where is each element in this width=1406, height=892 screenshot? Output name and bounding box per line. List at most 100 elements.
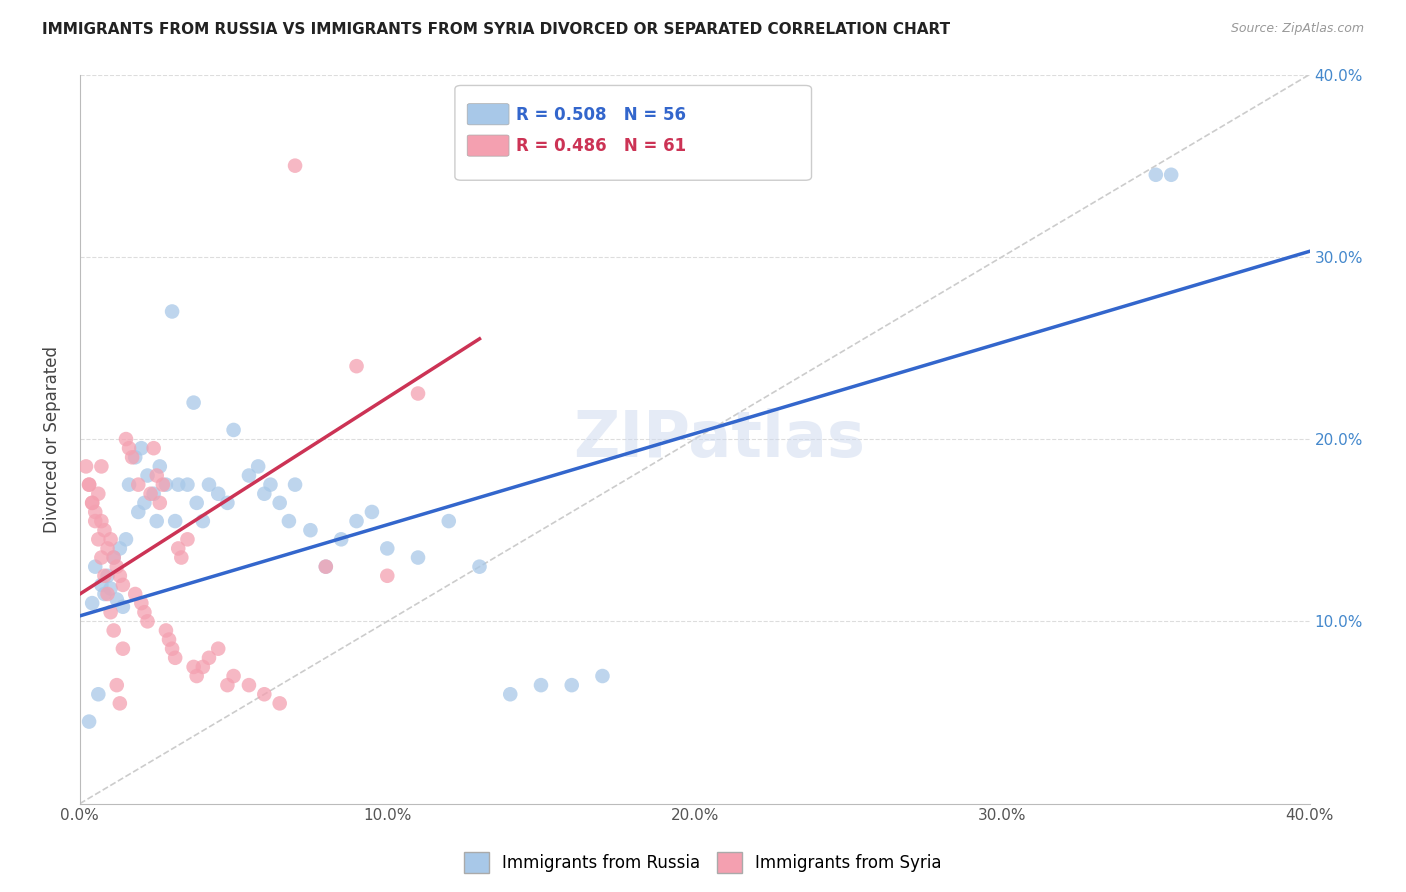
Point: [105, 592, 128, 607]
Point: [87, 487, 110, 501]
Point: [103, 624, 125, 638]
Point: [437, 514, 460, 528]
Point: [238, 678, 260, 692]
Point: [330, 533, 353, 547]
Point: [142, 487, 165, 501]
Point: [103, 550, 125, 565]
FancyBboxPatch shape: [467, 135, 509, 156]
Text: Source: ZipAtlas.com: Source: ZipAtlas.com: [1230, 22, 1364, 36]
Point: [167, 477, 190, 491]
Point: [96, 587, 118, 601]
Point: [247, 459, 270, 474]
Point: [375, 568, 398, 582]
Point: [90, 550, 112, 565]
Point: [406, 550, 429, 565]
Point: [96, 541, 118, 556]
Point: [134, 605, 156, 619]
Point: [136, 615, 159, 629]
Point: [75, 459, 97, 474]
Point: [105, 559, 128, 574]
Point: [217, 678, 239, 692]
Point: [183, 395, 205, 409]
Point: [269, 697, 291, 711]
Point: [253, 487, 276, 501]
Point: [96, 568, 118, 582]
Point: [186, 496, 208, 510]
Point: [121, 450, 143, 465]
Text: R = 0.486   N = 61: R = 0.486 N = 61: [516, 137, 686, 155]
Point: [145, 514, 167, 528]
FancyBboxPatch shape: [467, 103, 509, 125]
Point: [165, 514, 187, 528]
Point: [591, 669, 613, 683]
Point: [1160, 168, 1182, 182]
Point: [93, 523, 115, 537]
Point: [84, 505, 107, 519]
Point: [100, 605, 122, 619]
Point: [170, 550, 193, 565]
Point: [111, 578, 134, 592]
Point: [186, 669, 208, 683]
Point: [346, 359, 368, 373]
Point: [93, 568, 115, 582]
Point: [131, 441, 153, 455]
Point: [111, 641, 134, 656]
Point: [149, 496, 172, 510]
Point: [118, 441, 141, 455]
Point: [90, 459, 112, 474]
Point: [238, 468, 260, 483]
Point: [145, 468, 167, 483]
Point: [77, 714, 100, 729]
Point: [284, 159, 307, 173]
Text: R = 0.508   N = 56: R = 0.508 N = 56: [516, 105, 686, 124]
Point: [103, 550, 125, 565]
Point: [207, 487, 229, 501]
Point: [346, 514, 368, 528]
Point: [100, 533, 122, 547]
Text: ZIPatlas: ZIPatlas: [574, 408, 865, 470]
Point: [183, 660, 205, 674]
Point: [176, 477, 198, 491]
Point: [152, 477, 174, 491]
Point: [167, 541, 190, 556]
Point: [108, 568, 131, 582]
Point: [84, 559, 107, 574]
Point: [149, 459, 172, 474]
Point: [315, 559, 337, 574]
Point: [277, 514, 299, 528]
Point: [165, 650, 187, 665]
Point: [82, 596, 104, 610]
Point: [87, 533, 110, 547]
Legend: Immigrants from Russia, Immigrants from Syria: Immigrants from Russia, Immigrants from …: [457, 846, 949, 880]
Point: [406, 386, 429, 401]
Point: [284, 477, 307, 491]
Point: [127, 505, 149, 519]
Point: [82, 496, 104, 510]
Point: [217, 496, 239, 510]
Y-axis label: Divorced or Separated: Divorced or Separated: [44, 345, 60, 533]
Point: [90, 578, 112, 592]
Point: [93, 587, 115, 601]
FancyBboxPatch shape: [456, 86, 811, 180]
Point: [105, 678, 128, 692]
Point: [115, 432, 138, 446]
Point: [160, 641, 183, 656]
Point: [157, 632, 180, 647]
Point: [111, 599, 134, 614]
Point: [160, 304, 183, 318]
Point: [530, 678, 553, 692]
Point: [136, 468, 159, 483]
Point: [361, 505, 384, 519]
Point: [77, 477, 100, 491]
Point: [315, 559, 337, 574]
Point: [499, 687, 522, 701]
Point: [142, 441, 165, 455]
Point: [259, 477, 281, 491]
Point: [222, 423, 245, 437]
Point: [87, 687, 110, 701]
Point: [1144, 168, 1167, 182]
Point: [155, 477, 177, 491]
Point: [468, 559, 491, 574]
Point: [77, 477, 100, 491]
Point: [134, 496, 156, 510]
